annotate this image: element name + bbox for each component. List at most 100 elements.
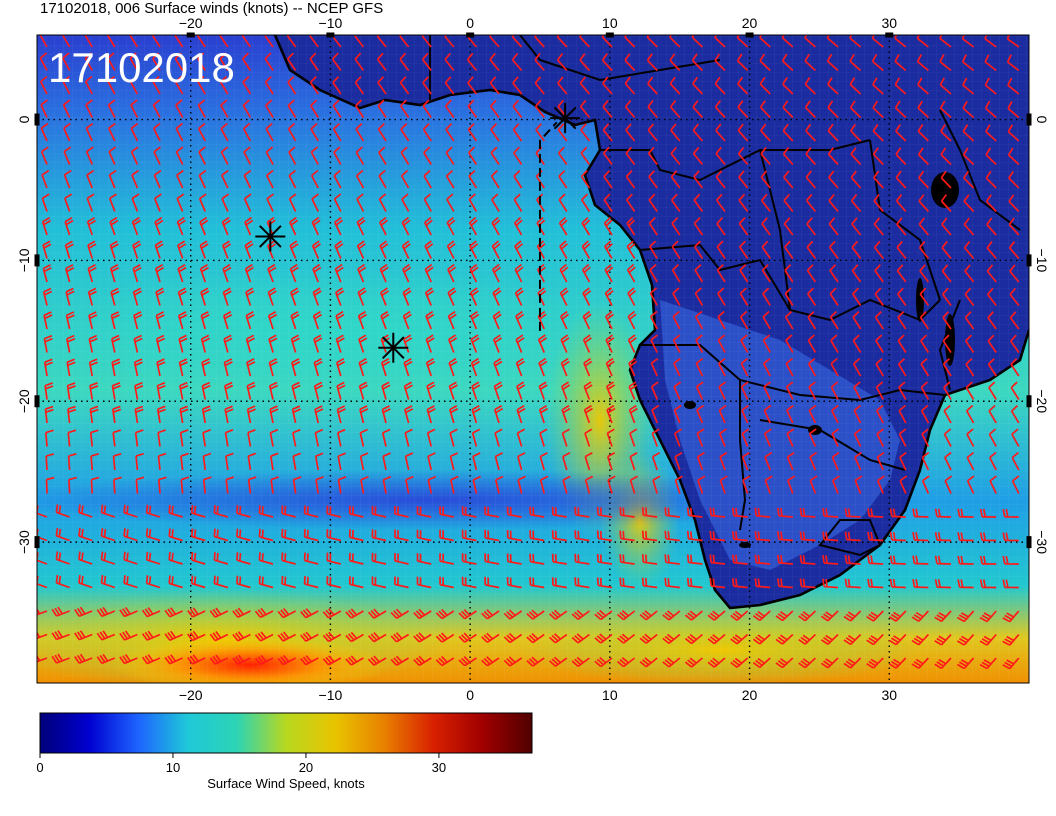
- wind-barb: [626, 240, 636, 259]
- wind-barb: [921, 451, 930, 471]
- wind-barb: [874, 264, 884, 283]
- wind-barb: [692, 146, 704, 166]
- wind-barb: [209, 607, 229, 618]
- wind-barb: [652, 475, 661, 494]
- wind-barb: [37, 607, 48, 616]
- wind-barb: [134, 405, 144, 424]
- wind-barb: [775, 610, 794, 622]
- wind-barb: [380, 357, 391, 377]
- wind-barb: [895, 194, 907, 213]
- wind-barb: [197, 122, 206, 142]
- wind-barb: [491, 193, 500, 212]
- wind-barb: [807, 357, 817, 377]
- wind-barb: [777, 578, 793, 589]
- wind-barb: [503, 632, 523, 644]
- wind-barb: [133, 334, 143, 353]
- wind-barb: [67, 405, 77, 424]
- wind-barb: [458, 632, 477, 643]
- wind-barb: [78, 527, 93, 542]
- wind-barb: [851, 264, 862, 283]
- wind-barb: [331, 52, 342, 71]
- wind-barb: [624, 76, 636, 95]
- wind-barb: [889, 508, 906, 518]
- wind-barb: [707, 633, 726, 645]
- wind-barb: [871, 35, 884, 48]
- wind-barb: [133, 358, 143, 377]
- wind-barb: [730, 610, 749, 621]
- wind-barb: [96, 653, 116, 665]
- wind-barb: [377, 76, 387, 95]
- wind-barb: [515, 334, 525, 353]
- wind-barb: [66, 358, 76, 377]
- wind-barb: [331, 35, 342, 48]
- wind-barb: [247, 428, 256, 447]
- wind-barb: [820, 657, 839, 669]
- wind-barb: [694, 287, 704, 306]
- wind-barb: [606, 404, 616, 424]
- wind-barb: [624, 53, 636, 72]
- wind-barb: [627, 310, 637, 330]
- wind-barb: [55, 504, 70, 518]
- wind-barb: [775, 657, 794, 669]
- wind-barb: [513, 170, 523, 189]
- wind-barb: [809, 475, 818, 494]
- wind-barb: [394, 505, 409, 518]
- wind-barb: [763, 381, 771, 400]
- wind-barb: [822, 531, 839, 542]
- wind-barb: [888, 657, 907, 669]
- wind-barb: [382, 475, 392, 494]
- wind-barb: [45, 476, 55, 494]
- wind-barb: [1009, 287, 1020, 307]
- wind-barb: [401, 216, 411, 236]
- wind-barb: [917, 147, 930, 166]
- wind-barb: [88, 358, 98, 377]
- wind-barb: [322, 608, 342, 619]
- wind-barb: [400, 99, 410, 118]
- wind-barb: [201, 405, 211, 424]
- wind-barb: [942, 334, 952, 353]
- wind-barb: [403, 381, 413, 400]
- wind-barb: [963, 170, 975, 189]
- wind-barb: [190, 528, 206, 542]
- wind-barb: [853, 381, 862, 400]
- wind-barb: [490, 123, 500, 142]
- wind-barb: [220, 146, 229, 165]
- wind-barb: [538, 404, 548, 424]
- wind-barb: [326, 576, 342, 589]
- wind-barb: [493, 381, 503, 400]
- wind-barb: [804, 53, 816, 72]
- bottom-lon-label: −20: [179, 687, 203, 703]
- wind-barb: [716, 263, 726, 283]
- wind-barb: [448, 334, 458, 353]
- wind-barb: [197, 52, 206, 71]
- wind-barb: [130, 122, 139, 142]
- wind-barb: [44, 429, 54, 447]
- wind-barb: [270, 476, 279, 494]
- wind-barb: [739, 310, 749, 330]
- wind-barb: [895, 123, 907, 142]
- wind-barb: [583, 357, 593, 377]
- wind-barb: [244, 263, 254, 283]
- wind-barb: [944, 451, 952, 471]
- wind-barb: [625, 146, 636, 166]
- wind-barb: [782, 100, 794, 119]
- wind-barb: [176, 216, 186, 236]
- wind-barb: [606, 451, 616, 471]
- wind-barb: [484, 506, 500, 518]
- wind-barb: [539, 475, 549, 494]
- wind-barb: [153, 169, 162, 189]
- wind-barb: [826, 53, 839, 72]
- wind-barb: [672, 287, 681, 306]
- star-marker-3: [378, 332, 409, 363]
- wind-barb: [822, 555, 839, 565]
- wind-barb: [581, 216, 591, 236]
- wind-barb: [513, 193, 523, 212]
- wind-barb: [42, 264, 52, 283]
- wind-barb: [178, 311, 188, 330]
- wind-barb: [401, 193, 410, 212]
- wind-barb: [200, 311, 210, 330]
- wind-barb: [61, 35, 71, 48]
- wind-barb: [303, 576, 319, 589]
- wind-barb: [697, 475, 706, 494]
- wind-barb: [514, 263, 524, 283]
